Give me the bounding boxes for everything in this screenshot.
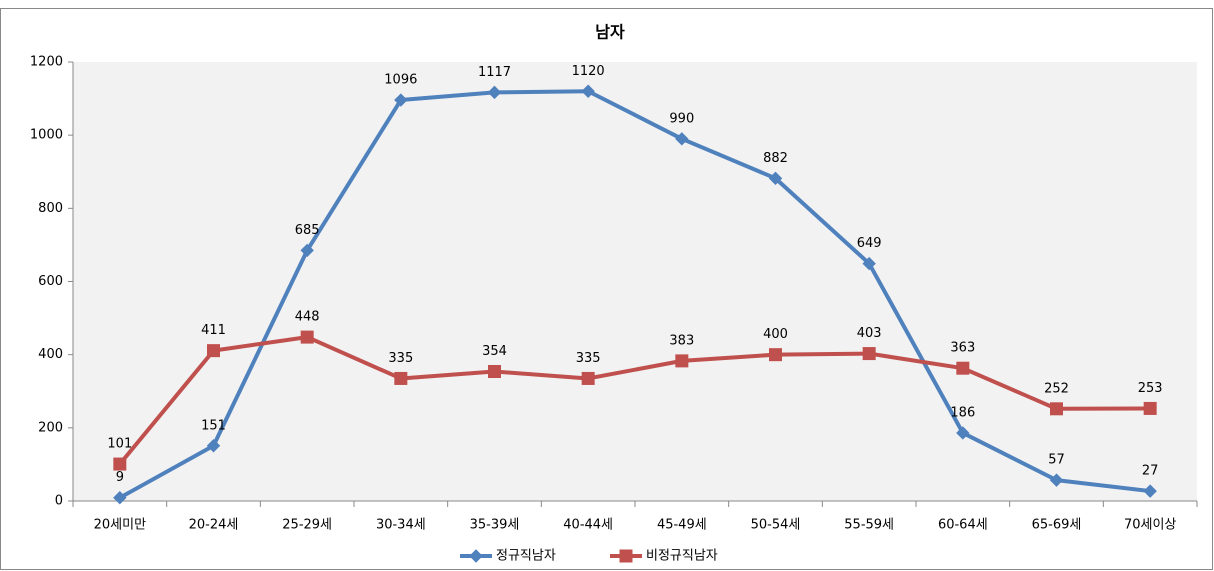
x-tick-label: 65-69세: [1032, 518, 1082, 533]
data-label: 1117: [478, 65, 511, 80]
data-label: 411: [201, 323, 226, 338]
legend-marker: [469, 549, 483, 563]
data-point: [394, 371, 408, 385]
data-label: 990: [669, 111, 694, 126]
data-label: 354: [482, 344, 507, 359]
y-tick-label: 200: [38, 420, 63, 435]
data-label: 9: [116, 470, 124, 485]
x-tick-label: 60-64세: [938, 518, 988, 533]
legend-label: 정규직남자: [496, 549, 556, 564]
data-point: [769, 348, 782, 362]
legend-marker: [619, 549, 633, 563]
x-tick-label: 20세미만: [94, 518, 146, 533]
y-tick-label: 1200: [30, 55, 63, 70]
data-point: [768, 171, 783, 186]
data-label: 335: [576, 351, 601, 366]
legend-label: 비정규직남자: [646, 549, 718, 564]
y-tick-label: 800: [38, 201, 63, 216]
y-tick-label: 1000: [30, 128, 63, 143]
data-point: [300, 330, 314, 344]
x-tick-label: 40-44세: [563, 518, 613, 533]
x-tick-label: 30-34세: [376, 518, 426, 533]
data-point: [1143, 401, 1157, 415]
data-label: 400: [763, 327, 788, 342]
data-label: 685: [295, 223, 320, 238]
data-label: 649: [857, 236, 882, 251]
data-point: [394, 93, 408, 107]
data-label: 27: [1142, 464, 1159, 479]
data-point: [1050, 402, 1063, 416]
data-label: 57: [1048, 453, 1065, 468]
data-label: 383: [669, 333, 694, 348]
data-label: 186: [950, 405, 975, 420]
series-line: [118, 89, 1151, 500]
data-label: 253: [1138, 381, 1163, 396]
y-tick-label: 0: [55, 494, 63, 509]
data-point: [113, 457, 127, 471]
data-point: [487, 85, 502, 100]
data-label: 1120: [572, 64, 605, 79]
data-point: [300, 243, 314, 258]
data-point: [956, 361, 970, 375]
data-point: [1049, 473, 1064, 487]
data-point: [675, 354, 689, 368]
data-label: 1096: [384, 73, 417, 88]
data-point: [1143, 484, 1157, 498]
data-label: 335: [388, 351, 413, 366]
x-tick-label: 45-49세: [657, 518, 707, 533]
x-tick-label: 35-39세: [470, 518, 520, 533]
data-point: [675, 132, 689, 146]
data-point: [206, 439, 221, 453]
data-point: [581, 371, 595, 385]
data-point: [862, 347, 876, 361]
x-tick-label: 55-59세: [844, 518, 894, 533]
x-tick-label: 50-54세: [751, 518, 801, 533]
data-label: 151: [201, 418, 226, 433]
y-tick-label: 400: [38, 347, 63, 362]
x-tick-label: 70세이상: [1124, 518, 1176, 533]
data-point: [113, 491, 127, 505]
chart-title: 남자: [595, 23, 625, 42]
data-label: 101: [107, 437, 132, 452]
series-line: [118, 335, 1151, 466]
data-point: [956, 426, 970, 440]
data-point: [488, 364, 501, 378]
y-tick-label: 600: [38, 274, 63, 289]
x-tick-label: 20-24세: [189, 518, 239, 533]
data-label: 363: [950, 341, 975, 356]
data-label: 403: [857, 326, 882, 341]
plot-area: [73, 62, 1197, 501]
data-label: 882: [763, 151, 788, 166]
data-point: [862, 256, 876, 271]
x-tick-label: 25-29세: [282, 518, 332, 533]
data-label: 252: [1044, 381, 1069, 396]
data-point: [207, 344, 220, 358]
data-point: [581, 84, 595, 98]
data-label: 448: [295, 310, 320, 325]
